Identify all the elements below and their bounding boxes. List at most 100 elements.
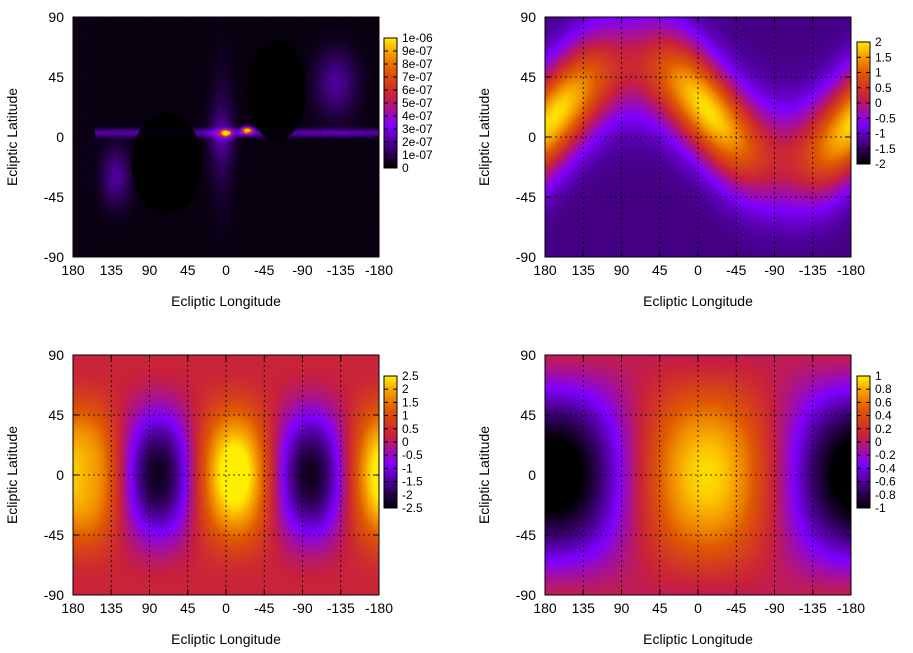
x-tick-label: -90 — [292, 262, 312, 278]
y-tick-label: 0 — [56, 129, 64, 145]
colorbar-tick-label: 7e-07 — [402, 70, 433, 84]
x-tick-label: 180 — [533, 600, 557, 616]
x-tick-label: 45 — [652, 600, 668, 616]
x-tick-label: 180 — [61, 262, 85, 278]
colorbar-tick-label: 1e-06 — [402, 31, 433, 45]
chart-panel-4: 180 135 90 45 0 -45 -90 -135 -180 -90 -45 0 45 90 Ecli… — [476, 347, 896, 647]
y-tick-label: 90 — [48, 347, 64, 363]
x-tick-label: -180 — [365, 600, 393, 616]
x-axis-label: Ecliptic Longitude — [171, 631, 281, 647]
x-tick-label: 90 — [142, 262, 158, 278]
colorbar-tick-label: -1 — [875, 127, 886, 141]
x-tick-label: 45 — [180, 600, 196, 616]
colorbar-tick-label: 5e-07 — [402, 96, 433, 110]
colorbar-tick-label: 8e-07 — [402, 57, 433, 71]
colorbar-tick-label: 0.5 — [875, 81, 892, 95]
x-tick-label: -180 — [837, 262, 865, 278]
x-axis-label: Ecliptic Longitude — [643, 631, 753, 647]
x-tick-label: 0 — [222, 262, 230, 278]
colorbar-tick-label: 0 — [875, 435, 882, 449]
y-axis-label: Ecliptic Latitude — [476, 426, 492, 524]
x-tick-label: 0 — [222, 600, 230, 616]
x-tick-label: 180 — [61, 600, 85, 616]
colorbar-tick-label: -0.4 — [875, 461, 896, 475]
colorbar-tick-label: 1.5 — [875, 50, 892, 64]
colorbar-tick-label: -1 — [402, 461, 413, 475]
y-tick-label: 90 — [520, 347, 536, 363]
colorbar-tick-label: 0 — [402, 435, 409, 449]
colorbar-tick-label: 1 — [875, 66, 882, 80]
colorbar-tick-label: 1.5 — [402, 395, 419, 409]
x-tick-label: -90 — [292, 600, 312, 616]
colorbar-tick-label: 2 — [402, 382, 409, 396]
colorbar-tick-label: 2 — [875, 35, 882, 49]
colorbar-tick-label: -0.5 — [402, 448, 423, 462]
colorbar-tick-label: 0.8 — [875, 382, 892, 396]
colorbar-tick-label: 0.2 — [875, 422, 892, 436]
colorbar-tick-label: 0 — [875, 96, 882, 110]
colorbar-tick-label: 1 — [402, 409, 409, 423]
heatmap-image — [73, 17, 379, 257]
colorbar-tick-label: 0 — [402, 161, 409, 175]
x-tick-label: 90 — [614, 600, 630, 616]
colorbar-tick-label: 6e-07 — [402, 83, 433, 97]
x-tick-label: -45 — [726, 262, 746, 278]
colorbar-tick-label: -1 — [875, 501, 886, 515]
y-tick-label: -45 — [44, 527, 64, 543]
x-tick-label: -45 — [254, 600, 274, 616]
colorbar-tick-label: -0.8 — [875, 488, 896, 502]
x-tick-label: -135 — [327, 262, 355, 278]
colorbar-tick-label: 2e-07 — [402, 135, 433, 149]
x-tick-label: -45 — [726, 600, 746, 616]
y-tick-label: -90 — [44, 587, 64, 603]
y-tick-label: -45 — [516, 527, 536, 543]
y-tick-label: 0 — [56, 467, 64, 483]
x-tick-label: 90 — [614, 262, 630, 278]
x-tick-label: 180 — [533, 262, 557, 278]
x-tick-label: 0 — [694, 262, 702, 278]
colorbar-tick-label: 3e-07 — [402, 122, 433, 136]
colorbar-tick-label: 1 — [875, 369, 882, 383]
colorbar-tick-label: -0.2 — [875, 448, 896, 462]
colorbar-tick-label: -0.5 — [875, 111, 896, 125]
y-tick-label: 45 — [520, 69, 536, 85]
x-tick-label: 135 — [572, 600, 596, 616]
x-tick-label: -90 — [764, 600, 784, 616]
y-tick-label: 90 — [520, 9, 536, 25]
colorbar-tick-label: 0.4 — [875, 409, 892, 423]
colorbar-tick-label: -2 — [402, 488, 413, 502]
y-tick-label: -90 — [516, 249, 536, 265]
y-axis-label: Ecliptic Latitude — [4, 426, 20, 524]
y-tick-label: 45 — [520, 407, 536, 423]
y-axis-label: Ecliptic Latitude — [4, 88, 20, 186]
x-tick-label: -90 — [764, 262, 784, 278]
colorbar-tick-label: 2.5 — [402, 369, 419, 383]
x-tick-label: -135 — [799, 600, 827, 616]
x-tick-label: 45 — [652, 262, 668, 278]
chart-panel-3: 180 135 90 45 0 -45 -90 -135 -180 -90 -45 0 45 90 Ecli… — [4, 347, 423, 647]
chart-panel-2: 180 135 90 45 0 -45 -90 -135 -180-90-4504590Ecli… — [476, 9, 896, 309]
x-axis-label: Ecliptic Longitude — [643, 293, 753, 309]
colorbar-tick-label: -2 — [875, 157, 886, 171]
colorbar-tick-label: -1.5 — [875, 142, 896, 156]
x-tick-label: 45 — [180, 262, 196, 278]
x-tick-label: -135 — [327, 600, 355, 616]
x-tick-label: 135 — [100, 600, 124, 616]
y-tick-label: 45 — [48, 69, 64, 85]
x-tick-label: -180 — [837, 600, 865, 616]
y-tick-label: 0 — [528, 129, 536, 145]
colorbar-tick-label: -0.6 — [875, 475, 896, 489]
y-tick-label: 45 — [48, 407, 64, 423]
y-tick-label: -90 — [516, 587, 536, 603]
x-tick-label: 135 — [572, 262, 596, 278]
colorbar-tick-label: 0.6 — [875, 395, 892, 409]
colorbar-tick-label: 9e-07 — [402, 44, 433, 58]
colorbar-tick-label: -2.5 — [402, 501, 423, 515]
y-tick-label: 90 — [48, 9, 64, 25]
x-tick-label: -180 — [365, 262, 393, 278]
x-tick-label: -45 — [254, 262, 274, 278]
x-tick-label: 90 — [142, 600, 158, 616]
x-axis-label: Ecliptic Longitude — [171, 293, 281, 309]
y-tick-label: 0 — [528, 467, 536, 483]
